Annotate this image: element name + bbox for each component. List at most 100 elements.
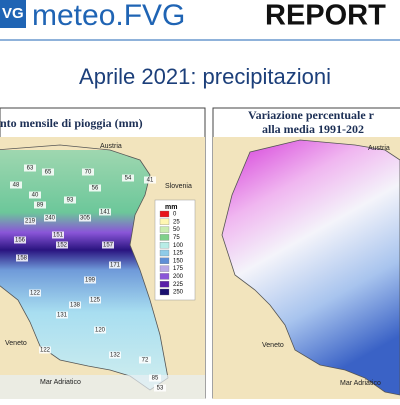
station-box (102, 241, 114, 249)
station-box (10, 181, 22, 189)
station-value: 122 (30, 291, 41, 297)
station-box (109, 351, 121, 359)
station-value: 138 (70, 303, 81, 309)
legend-label: 200 (173, 274, 184, 280)
station-box (122, 174, 134, 182)
station-box (64, 196, 76, 204)
station-value: 131 (57, 313, 68, 319)
panel-title: nto mensile di pioggia (mm) (0, 116, 143, 130)
legend-label: 0 (173, 212, 177, 218)
title: Aprile 2021: precipitazioni (79, 64, 331, 89)
legend-swatch (159, 265, 170, 272)
legend-swatch (159, 288, 170, 296)
station-value: 152 (57, 243, 68, 249)
legend-swatch (159, 218, 170, 225)
station-box (39, 346, 51, 354)
legend-label: 175 (173, 266, 184, 272)
station-box (56, 311, 68, 319)
place-label: Mar Adriatico (340, 380, 381, 387)
legend-label: 75 (173, 235, 180, 241)
logo: VG (2, 5, 24, 22)
station-box (42, 168, 54, 176)
legend-label: 100 (173, 243, 184, 249)
station-value: 157 (103, 243, 114, 249)
report: REPORT (265, 0, 386, 32)
station-value: 72 (142, 358, 149, 364)
legend-label: 25 (173, 219, 180, 225)
station-box (56, 241, 68, 249)
place-label: Mar Adriatico (40, 379, 81, 386)
station-value: 171 (110, 263, 121, 269)
panel-title: Variazione percentuale r (248, 108, 375, 122)
station-box (84, 276, 96, 284)
station-box (44, 214, 56, 222)
left-panel: nto mensile di pioggia (mm) mm 025 50 75 10… (0, 107, 206, 399)
station-value: 151 (53, 233, 64, 239)
station-box (34, 201, 46, 209)
legend-swatch (159, 249, 170, 257)
station-box (144, 176, 156, 184)
station-box (94, 326, 106, 334)
place-label: Veneto (5, 340, 27, 347)
place-label: Austria (100, 143, 122, 150)
station-value: 122 (40, 348, 51, 354)
station-box (29, 191, 41, 199)
station-value: 65 (45, 170, 52, 176)
station-box (24, 164, 36, 172)
legend-label: 250 (173, 290, 184, 296)
station-value: 93 (67, 198, 74, 204)
legend-label: 125 (173, 251, 184, 257)
stations: 63 65 70 54 48 40 41 56 93 89 141 305 240 219 151 156 15… (10, 164, 166, 392)
station-value: 85 (152, 376, 159, 382)
legend-label: 50 (173, 227, 180, 233)
legend-title: mm (165, 204, 177, 211)
station-value: 70 (85, 170, 92, 176)
station-box (24, 217, 36, 225)
legend-swatch (159, 281, 170, 288)
right-panel: Variazione percentuale r alla media 1991… (212, 107, 400, 399)
legend-swatch (159, 257, 170, 264)
station-value: 54 (125, 176, 132, 182)
brand: meteo.FVG (32, 0, 185, 32)
station-value: 305 (80, 216, 91, 222)
station-value: 156 (15, 238, 26, 244)
station-value: 199 (85, 278, 96, 284)
sea (0, 375, 205, 399)
station-value: 41 (147, 178, 154, 184)
station-box (154, 384, 166, 392)
station-value: 125 (90, 298, 101, 304)
station-box (16, 254, 28, 262)
station-value: 48 (13, 183, 20, 189)
station-value: 132 (110, 353, 121, 359)
station-box (89, 296, 101, 304)
station-box (89, 184, 101, 192)
panel-title: alla media 1991-202 (262, 122, 364, 136)
legend-label: 225 (173, 282, 184, 288)
station-box (29, 289, 41, 297)
station-value: 240 (45, 216, 56, 222)
station-box (99, 208, 111, 216)
station-box (149, 374, 161, 382)
station-value: 120 (95, 328, 106, 334)
station-box (52, 231, 64, 239)
logo-box (0, 0, 26, 28)
station-box (69, 301, 81, 309)
station-value: 53 (157, 386, 164, 392)
station-box (139, 356, 151, 364)
legend-swatch (159, 234, 170, 241)
station-value: 219 (25, 219, 36, 225)
region-border (0, 144, 169, 391)
station-value: 141 (100, 210, 111, 216)
station-box (109, 261, 121, 269)
station-value: 89 (37, 203, 44, 209)
place-label: Austria (368, 145, 390, 152)
legend-swatch (159, 226, 170, 233)
station-box (79, 214, 91, 222)
legend-swatch (159, 273, 170, 280)
station-box (14, 236, 26, 244)
place-label: Slovenia (165, 183, 192, 190)
place-label: Veneto (262, 342, 284, 349)
places: Austria Veneto Mar Adriatico (262, 145, 390, 387)
